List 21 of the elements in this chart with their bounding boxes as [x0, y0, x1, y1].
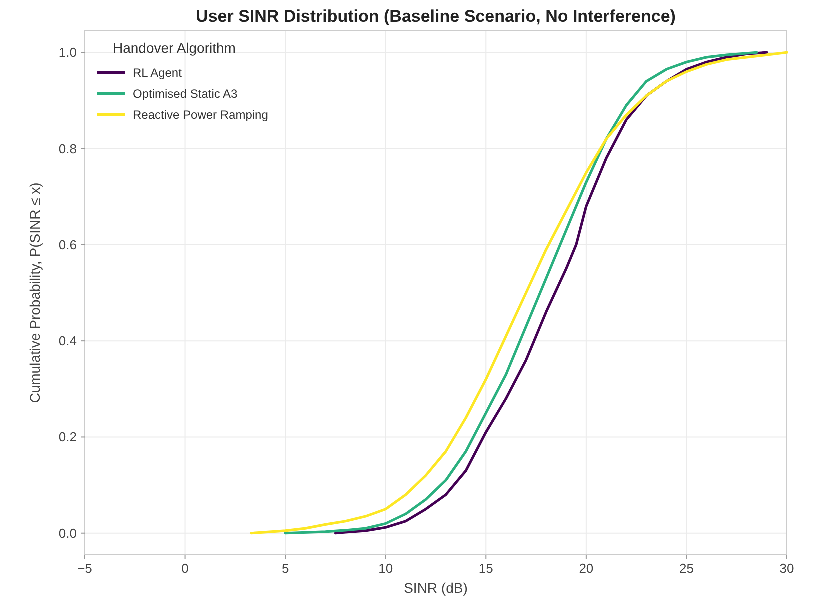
- y-tick-label: 0.6: [58, 237, 77, 252]
- legend-title: Handover Algorithm: [113, 40, 236, 56]
- y-tick-label: 0.8: [58, 141, 77, 156]
- y-tick-label: 1.0: [58, 45, 77, 60]
- legend-label: RL Agent: [133, 66, 183, 80]
- x-tick-label: 5: [282, 561, 290, 576]
- x-tick-label: 25: [679, 561, 694, 576]
- x-axis-title: SINR (dB): [404, 580, 468, 596]
- x-tick-label: 0: [182, 561, 189, 576]
- chart-title: User SINR Distribution (Baseline Scenario, No Interference): [196, 7, 676, 26]
- legend-label: Reactive Power Ramping: [133, 108, 268, 122]
- x-tick-label: 10: [378, 561, 394, 576]
- y-tick-label: 0.2: [58, 430, 77, 445]
- y-tick-label: 0.4: [58, 334, 77, 349]
- x-tick-label: 15: [478, 561, 494, 576]
- legend-label: Optimised Static A3: [133, 87, 238, 101]
- x-tick-label: 30: [780, 561, 794, 576]
- y-tick-label: 0.0: [58, 526, 77, 541]
- x-tick-label: −5: [78, 561, 92, 576]
- x-tick-label: 20: [579, 561, 594, 576]
- y-axis-title: Cumulative Probability, P(SINR ≤ x): [27, 182, 43, 404]
